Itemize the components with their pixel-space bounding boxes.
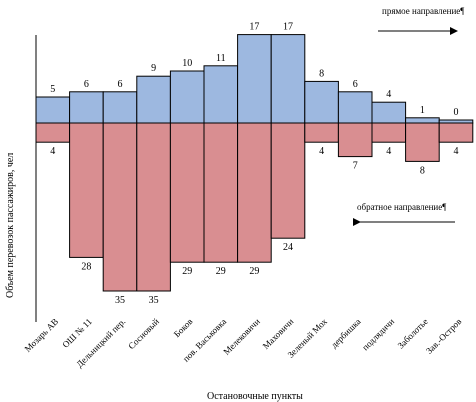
data-label-forward: 17 bbox=[249, 22, 259, 33]
data-label-reverse: 35 bbox=[149, 295, 159, 306]
bar-reverse bbox=[136, 122, 171, 292]
bar-reverse bbox=[237, 122, 272, 263]
data-label-reverse: 28 bbox=[81, 261, 91, 272]
data-label-reverse: 29 bbox=[216, 266, 226, 277]
x-tick-label: Заболотье bbox=[396, 316, 430, 350]
bar-forward bbox=[136, 75, 171, 124]
x-tick-label: Зав.-Остров bbox=[424, 316, 463, 355]
data-label-forward: 0 bbox=[454, 107, 459, 118]
bar-reverse bbox=[270, 122, 306, 239]
bar-forward bbox=[169, 70, 205, 124]
y-axis-title: Объем перевозок пассажиров, чел bbox=[5, 153, 16, 298]
bar-forward bbox=[35, 96, 71, 124]
bar-reverse bbox=[304, 122, 339, 143]
forward-series bbox=[35, 34, 474, 124]
x-tick-label: Мозарь АВ bbox=[23, 316, 61, 354]
data-label-forward: 6 bbox=[118, 79, 123, 90]
bar-forward bbox=[102, 91, 138, 124]
bar-forward bbox=[304, 80, 339, 124]
bar-reverse bbox=[203, 122, 239, 263]
reverse-series bbox=[35, 122, 474, 292]
data-label-forward: 10 bbox=[182, 58, 192, 69]
data-label-reverse: 29 bbox=[249, 266, 259, 277]
bar-reverse bbox=[102, 122, 138, 292]
bar-forward bbox=[203, 65, 239, 124]
bar-forward bbox=[237, 34, 272, 124]
bar-forward bbox=[270, 34, 306, 124]
bar-forward bbox=[371, 101, 407, 124]
data-label-reverse: 4 bbox=[454, 146, 459, 157]
bar-reverse bbox=[438, 122, 474, 143]
data-label-forward: 9 bbox=[151, 63, 156, 74]
x-tick-label: подлядичи bbox=[360, 316, 396, 352]
data-label-forward: 6 bbox=[84, 79, 89, 90]
data-label-reverse: 4 bbox=[50, 146, 55, 157]
x-tick-label: ОШ № 11 bbox=[60, 316, 93, 349]
bar-reverse bbox=[69, 122, 104, 258]
value-labels: 5 4 6 28 6 35 9 35 10 29 11 29 17 29 17 24 8 4 6 7 4 4 1 8 0 4 bbox=[50, 22, 458, 306]
data-label-reverse: 7 bbox=[353, 161, 358, 172]
data-label-forward: 11 bbox=[216, 53, 226, 64]
data-label-forward: 6 bbox=[353, 79, 358, 90]
data-label-forward: 1 bbox=[420, 105, 425, 116]
x-tick-label: Сосновый bbox=[126, 316, 161, 351]
data-label-reverse: 8 bbox=[420, 165, 425, 176]
data-label-forward: 8 bbox=[319, 68, 324, 79]
data-label-reverse: 24 bbox=[283, 242, 293, 253]
data-label-reverse: 4 bbox=[319, 146, 324, 157]
data-label-reverse: 4 bbox=[386, 146, 391, 157]
x-tick-label: Мелековичи bbox=[221, 316, 262, 357]
bar-reverse bbox=[337, 122, 373, 158]
data-label-forward: 17 bbox=[283, 22, 293, 33]
data-label-reverse: 35 bbox=[115, 295, 125, 306]
x-axis-title: Остановочные пункты bbox=[207, 391, 303, 402]
bar-forward bbox=[337, 91, 373, 124]
data-label-reverse: 29 bbox=[182, 266, 192, 277]
legend-reverse-label: обратное направление¶ bbox=[357, 202, 446, 212]
bar-forward bbox=[69, 91, 104, 124]
bar-reverse bbox=[169, 122, 205, 263]
data-label-forward: 4 bbox=[386, 89, 391, 100]
data-label-forward: 5 bbox=[50, 84, 55, 95]
legend-forward-label: прямое направление¶ bbox=[382, 6, 464, 16]
x-tick-label: Маховичи bbox=[261, 316, 296, 351]
x-tick-label: Боков bbox=[172, 316, 195, 339]
bar-reverse bbox=[405, 122, 440, 162]
x-tick-label: дербишка bbox=[329, 316, 363, 350]
bar-reverse bbox=[371, 122, 407, 143]
bar-reverse bbox=[35, 122, 71, 143]
bar-forward bbox=[405, 117, 440, 124]
